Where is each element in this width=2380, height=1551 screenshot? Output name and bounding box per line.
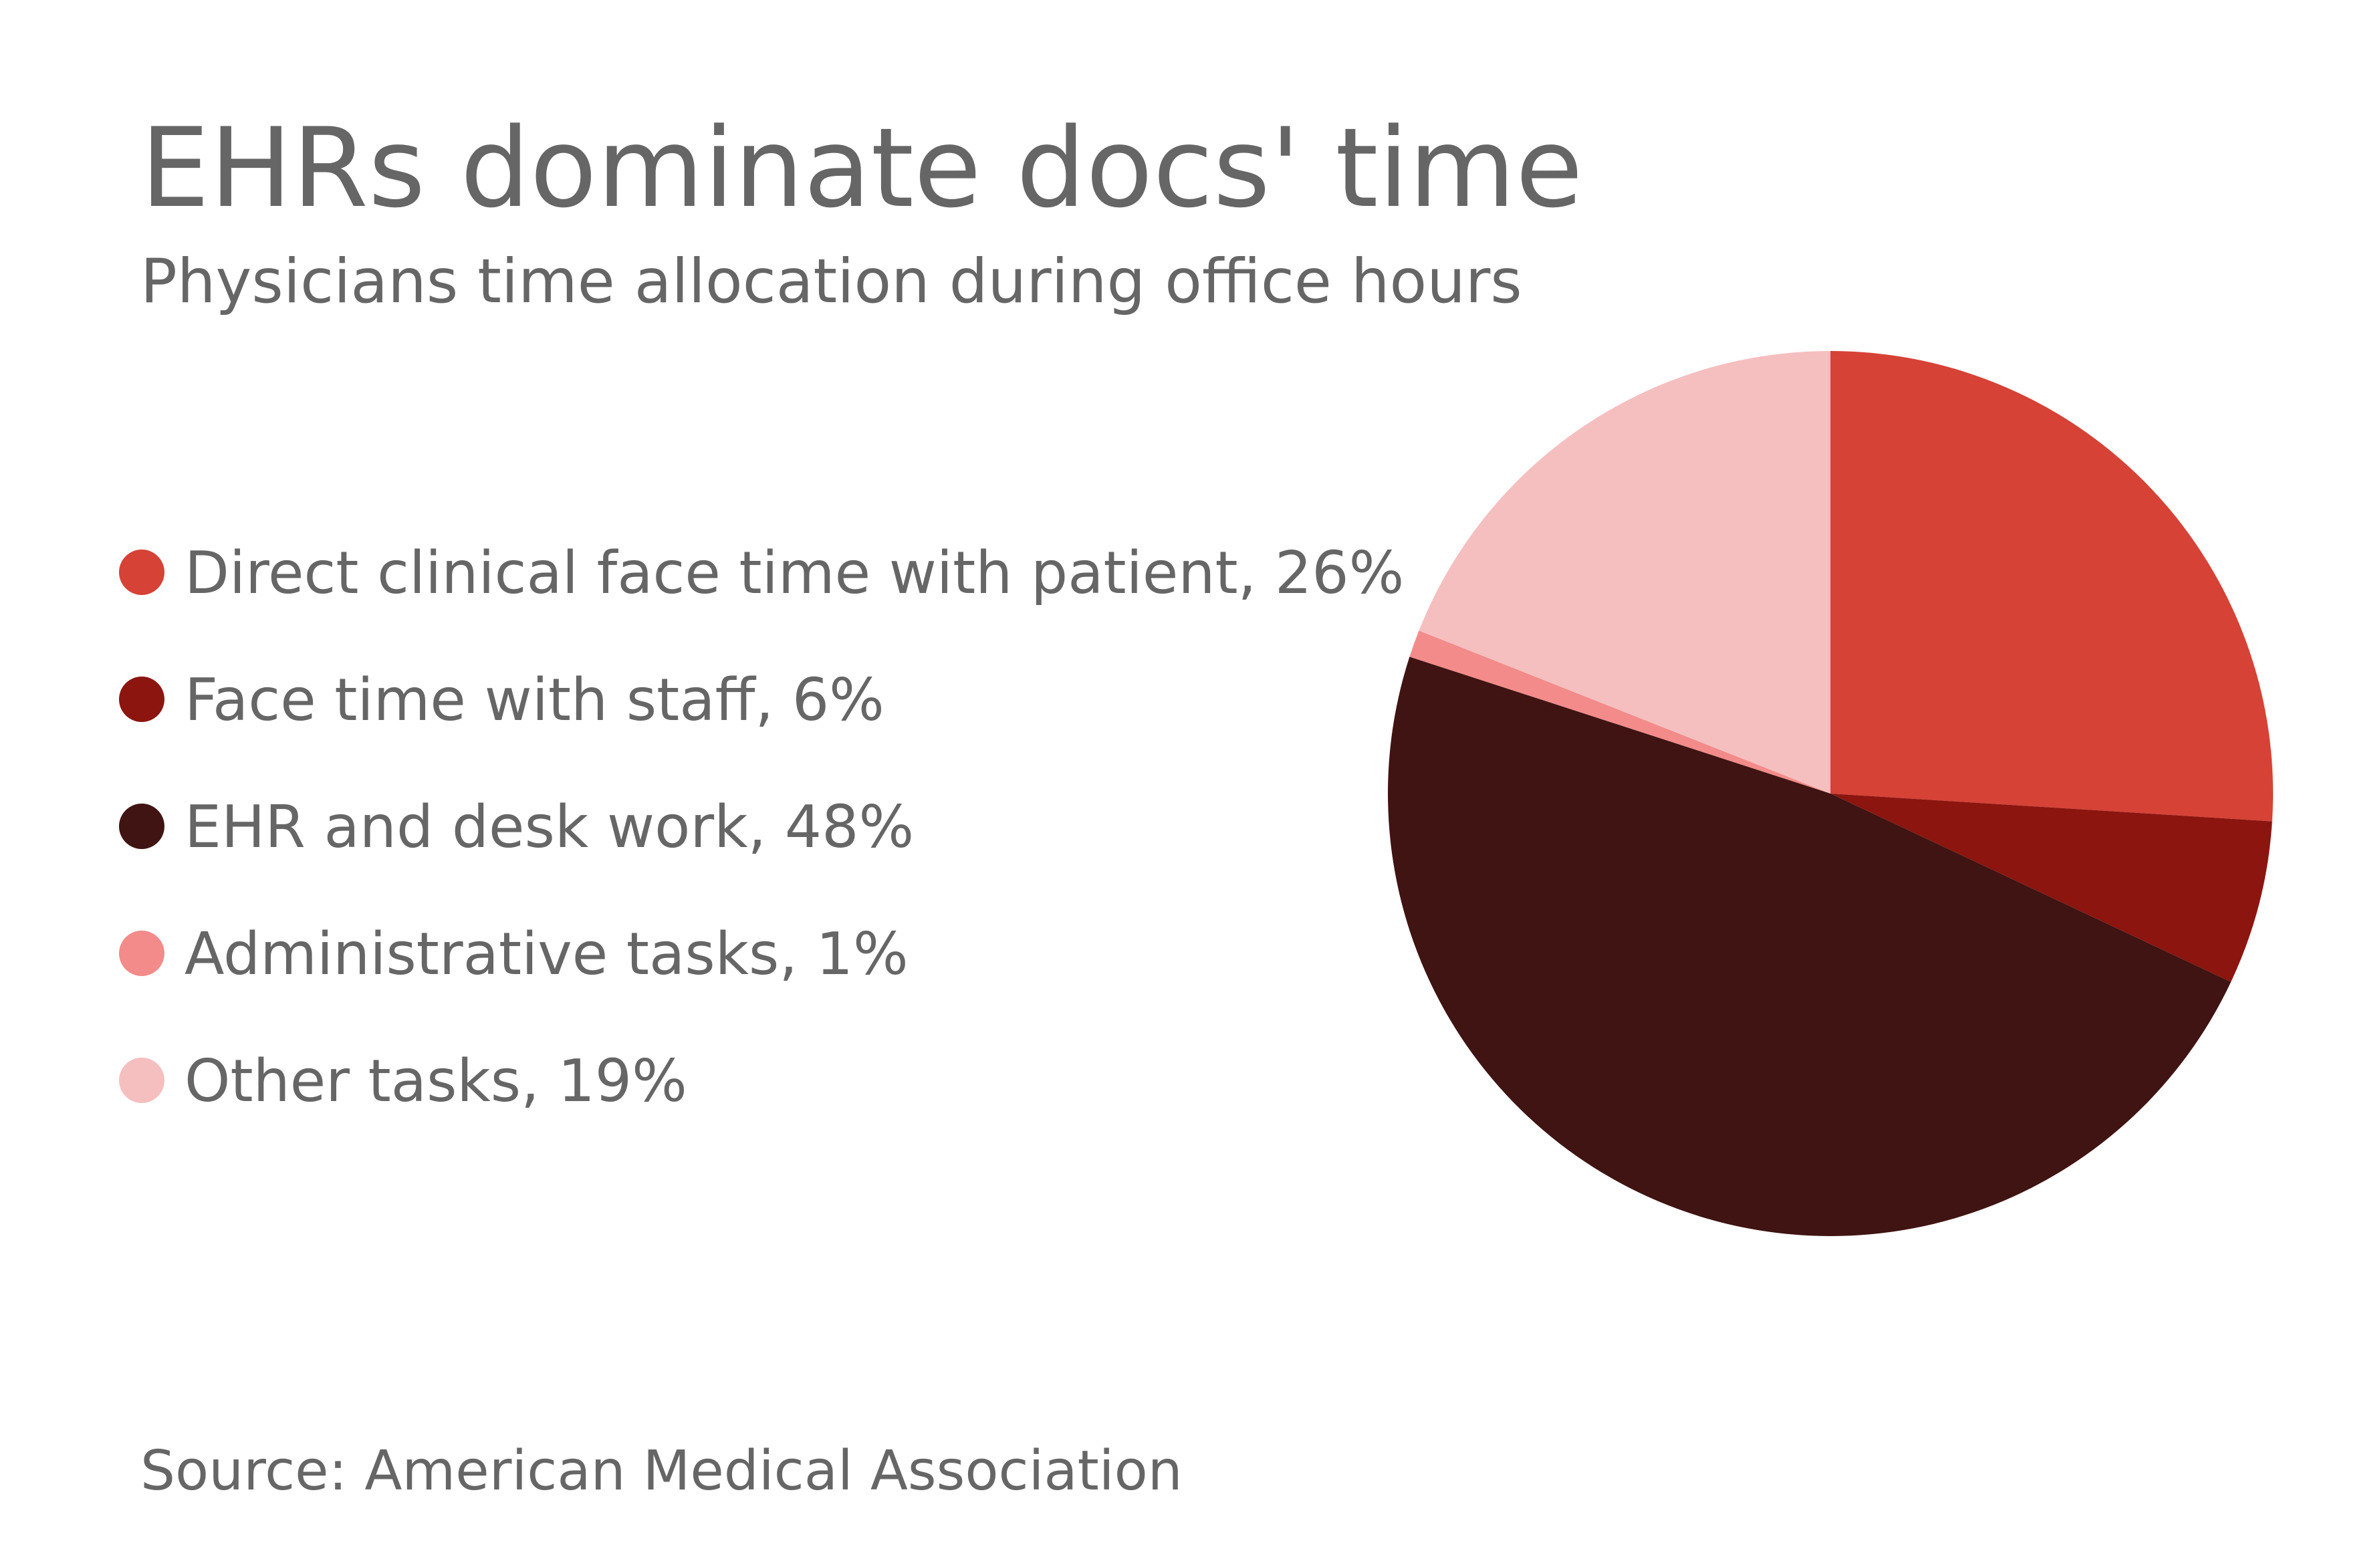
source-note: Source: American Medical Association (140, 1439, 1183, 1503)
legend-label: Administrative tasks, 1% (185, 920, 909, 988)
legend-swatch (119, 550, 164, 595)
legend-swatch (119, 1058, 164, 1103)
chart-title: EHRs dominate docs' time (140, 104, 1583, 232)
pie-slice (1409, 630, 1830, 794)
legend-swatch (119, 931, 164, 976)
legend-swatch (119, 677, 164, 722)
pie-slice (1830, 351, 2273, 822)
legend-label: Direct clinical face time with patient, … (185, 539, 1404, 607)
pie-slice (1419, 351, 1830, 794)
pie-slice (1830, 794, 2272, 982)
legend-label: Other tasks, 19% (185, 1047, 687, 1115)
chart-subtitle: Physicians time allocation during office… (140, 247, 1522, 317)
legend-swatch (119, 804, 164, 849)
pie-slice (1388, 657, 2231, 1236)
legend-label: EHR and desk work, 48% (185, 793, 914, 861)
legend-label: Face time with staff, 6% (185, 666, 884, 734)
